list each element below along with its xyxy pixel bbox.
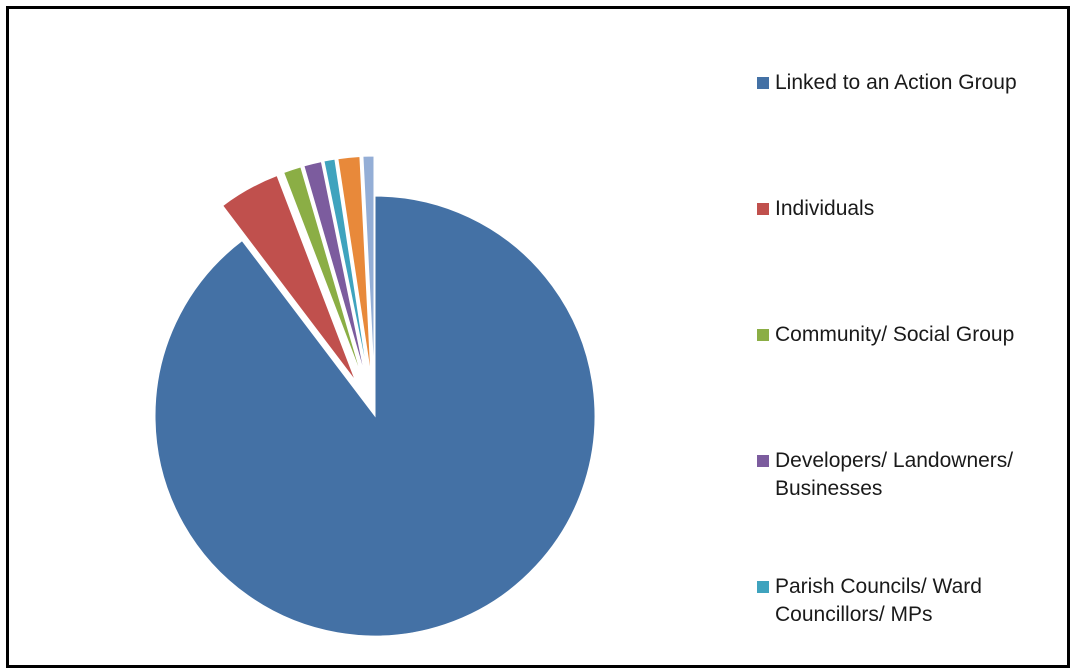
- legend-item-parish-councils: Parish Councils/ Ward Councillors/ MPs: [757, 573, 1057, 665]
- legend-label: Individuals: [775, 197, 875, 220]
- legend-label: Developers/ Landowners/ Businesses: [775, 449, 1014, 500]
- pie-slice: [154, 195, 596, 637]
- legend-swatch: [757, 329, 769, 341]
- chart-frame: Linked to an Action Group Individuals Co…: [6, 6, 1070, 668]
- legend-label: Linked to an Action Group: [775, 71, 1017, 94]
- legend-label: Parish Councils/ Ward Councillors/ MPs: [775, 575, 982, 626]
- legend-swatch: [757, 77, 769, 89]
- legend-swatch: [757, 203, 769, 215]
- pie-chart: [154, 155, 596, 637]
- legend-item-community-group: Community/ Social Group: [757, 321, 1057, 447]
- pie-slice: [362, 155, 375, 377]
- legend-label: Community/ Social Group: [775, 323, 1015, 346]
- legend-swatch: [757, 455, 769, 467]
- pie-slice: [337, 155, 372, 377]
- legend-swatch: [757, 581, 769, 593]
- pie-slice: [323, 158, 369, 377]
- chart-legend: Linked to an Action Group Individuals Co…: [757, 69, 1057, 665]
- pie-slice: [222, 174, 357, 382]
- legend-item-developers: Developers/ Landowners/ Businesses: [757, 447, 1057, 573]
- legend-item-individuals: Individuals: [757, 195, 1057, 321]
- pie-slice: [303, 161, 366, 378]
- pie-slice: [283, 166, 363, 379]
- legend-item-action-group: Linked to an Action Group: [757, 69, 1057, 195]
